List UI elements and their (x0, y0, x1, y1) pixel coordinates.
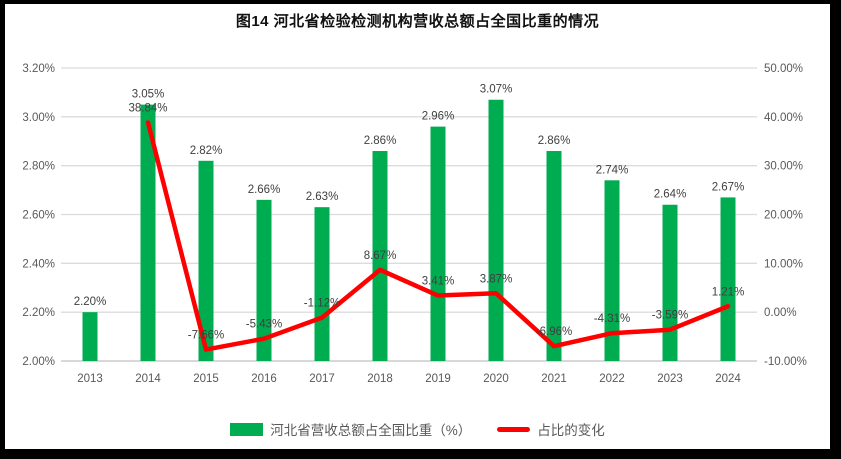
x-axis-label: 2018 (367, 373, 393, 385)
line-value-label: -1.12% (304, 298, 340, 310)
legend-bar-series-label: 河北省营收总额占全国比重（%） (270, 423, 472, 438)
x-axis-label: 2015 (193, 373, 219, 385)
chart-title: 图14 河北省检验检测机构营收总额占全国比重的情况 (235, 13, 600, 30)
bar-value-label: 2.63% (306, 191, 339, 203)
line-value-label: 3.87% (480, 273, 513, 285)
line-value-label: -3.59% (652, 310, 688, 322)
bar-value-label: 2.74% (596, 164, 629, 176)
y-axis-label-left: 2.80% (22, 161, 55, 173)
bar-value-label: 3.07% (480, 84, 513, 96)
x-axis-label: 2021 (541, 373, 567, 385)
x-axis-label: 2020 (483, 373, 509, 385)
x-axis-label: 2016 (251, 373, 277, 385)
bar-value-label: 2.96% (422, 111, 455, 123)
bar (256, 199, 272, 361)
bar-value-label: 2.67% (712, 181, 745, 193)
bar (720, 197, 736, 361)
line-value-label: -5.43% (246, 319, 282, 331)
y-axis-label-left: 2.60% (22, 210, 55, 222)
bar (140, 104, 156, 361)
legend-line-series-label: 占比的变化 (537, 423, 605, 438)
bar-value-label: 2.64% (654, 189, 687, 201)
x-axis-label: 2024 (715, 373, 741, 385)
y-axis-label-left: 3.00% (22, 112, 55, 124)
y-axis-label-left: 3.20% (22, 63, 55, 75)
y-axis-label-right: 10.00% (764, 258, 803, 270)
x-axis-label: 2017 (309, 373, 335, 385)
bar-value-label: 3.05% (132, 89, 165, 101)
line-value-label: 3.41% (422, 276, 455, 288)
y-axis-label-right: 50.00% (764, 63, 803, 75)
legend-item-line-series: 占比的变化 (497, 419, 605, 439)
y-axis-label-right: 40.00% (764, 112, 803, 124)
trend-line (145, 120, 731, 352)
bar (488, 99, 504, 361)
bar (372, 151, 388, 361)
bar-value-label: 2.86% (364, 135, 397, 147)
line-value-label: 38.84% (128, 102, 167, 114)
y-axis-label-right: 0.00% (764, 307, 797, 319)
line-value-label: -4.31% (594, 313, 630, 325)
line-value-label: 8.67% (364, 250, 397, 262)
bar-value-label: 2.82% (190, 145, 223, 157)
x-axis-label: 2022 (599, 373, 625, 385)
bar (604, 180, 620, 361)
line-value-label: -7.66% (188, 330, 224, 342)
bar-value-label: 2.20% (74, 296, 107, 308)
y-axis-label-left: 2.40% (22, 258, 55, 270)
y-axis-label-right: -10.00% (764, 356, 807, 368)
y-axis-label-left: 2.20% (22, 307, 55, 319)
legend-item-bar-series: 河北省营收总额占全国比重（%） (230, 419, 471, 439)
bar-value-label: 2.66% (248, 184, 281, 196)
x-axis-label: 2013 (77, 373, 103, 385)
x-axis-label: 2019 (425, 373, 451, 385)
bar (314, 207, 330, 361)
x-axis-label: 2023 (657, 373, 683, 385)
line-value-label: 1.21% (712, 286, 745, 298)
bar (546, 151, 562, 361)
x-axis-label: 2014 (135, 373, 161, 385)
bar-series-swatch (230, 422, 264, 436)
bar (430, 126, 446, 361)
line-series-swatch (497, 426, 531, 432)
bar (198, 160, 214, 361)
bar-value-label: 2.86% (538, 135, 571, 147)
chart-plot-area: 3.20% 50.00% 3.00% 40.00% 2.80% 30.00% 2.60% 20… (22, 63, 807, 385)
bar (82, 312, 98, 361)
y-axis-label-left: 2.00% (22, 356, 55, 368)
line-value-label: -6.96% (536, 326, 572, 338)
y-axis-label-right: 20.00% (764, 210, 803, 222)
y-axis-label-right: 30.00% (764, 161, 803, 173)
legend: 河北省营收总额占全国比重（%） 占比的变化 (5, 419, 830, 439)
bar (662, 204, 678, 361)
